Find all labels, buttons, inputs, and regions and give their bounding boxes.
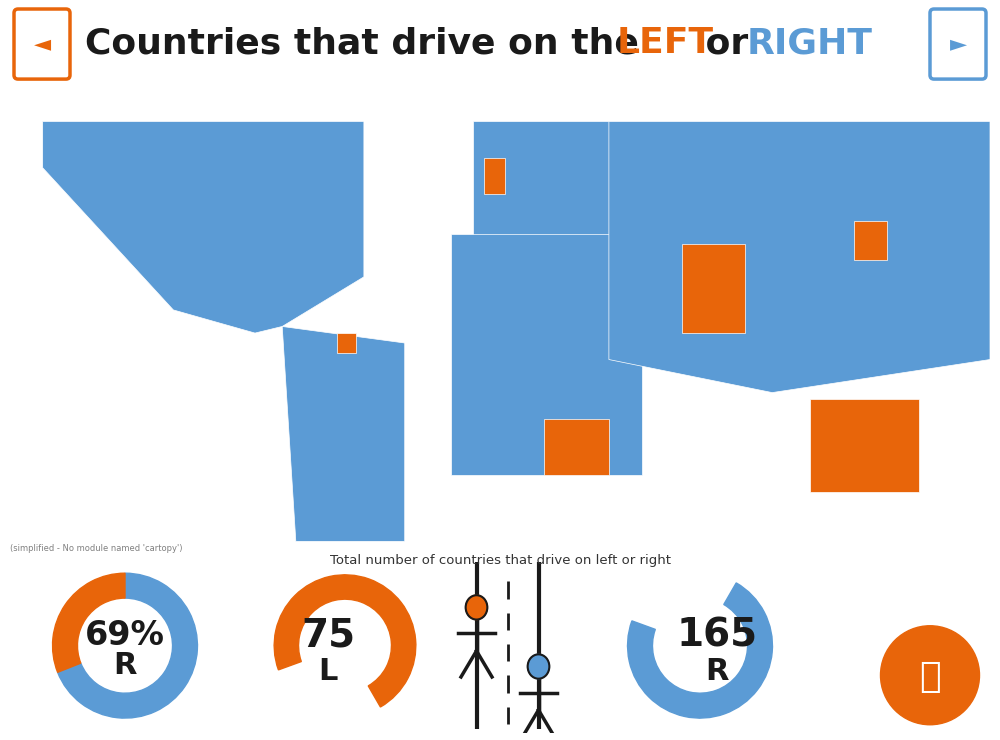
Polygon shape <box>282 326 405 542</box>
Text: LEFT: LEFT <box>617 26 714 60</box>
Polygon shape <box>810 399 919 492</box>
FancyBboxPatch shape <box>930 9 986 79</box>
Text: 🦏: 🦏 <box>919 661 941 694</box>
Polygon shape <box>43 121 364 333</box>
Polygon shape <box>682 243 745 333</box>
Text: 69%: 69% <box>85 619 165 652</box>
Text: 75: 75 <box>301 616 355 654</box>
Polygon shape <box>484 158 505 194</box>
Circle shape <box>881 626 980 724</box>
Wedge shape <box>58 574 197 718</box>
Polygon shape <box>544 419 609 475</box>
Polygon shape <box>473 121 609 243</box>
Text: 165: 165 <box>677 616 758 654</box>
Wedge shape <box>628 583 772 718</box>
Text: Total number of countries that drive on left or right: Total number of countries that drive on … <box>330 554 670 567</box>
Wedge shape <box>53 574 125 673</box>
Text: ◄: ◄ <box>33 34 51 54</box>
Wedge shape <box>274 575 416 707</box>
Text: Countries that drive on the: Countries that drive on the <box>85 26 652 60</box>
Text: ►: ► <box>949 34 967 54</box>
Text: (simplified - No module named 'cartopy'): (simplified - No module named 'cartopy') <box>10 545 182 554</box>
Polygon shape <box>609 121 990 393</box>
Text: L: L <box>318 656 338 686</box>
FancyBboxPatch shape <box>14 9 70 79</box>
Circle shape <box>528 654 549 679</box>
Circle shape <box>466 595 487 619</box>
Text: or: or <box>693 26 761 60</box>
Polygon shape <box>337 333 356 353</box>
Polygon shape <box>451 234 642 475</box>
Polygon shape <box>854 221 887 260</box>
Text: R: R <box>706 657 729 686</box>
Text: R: R <box>113 651 137 681</box>
Text: RIGHT: RIGHT <box>747 26 873 60</box>
